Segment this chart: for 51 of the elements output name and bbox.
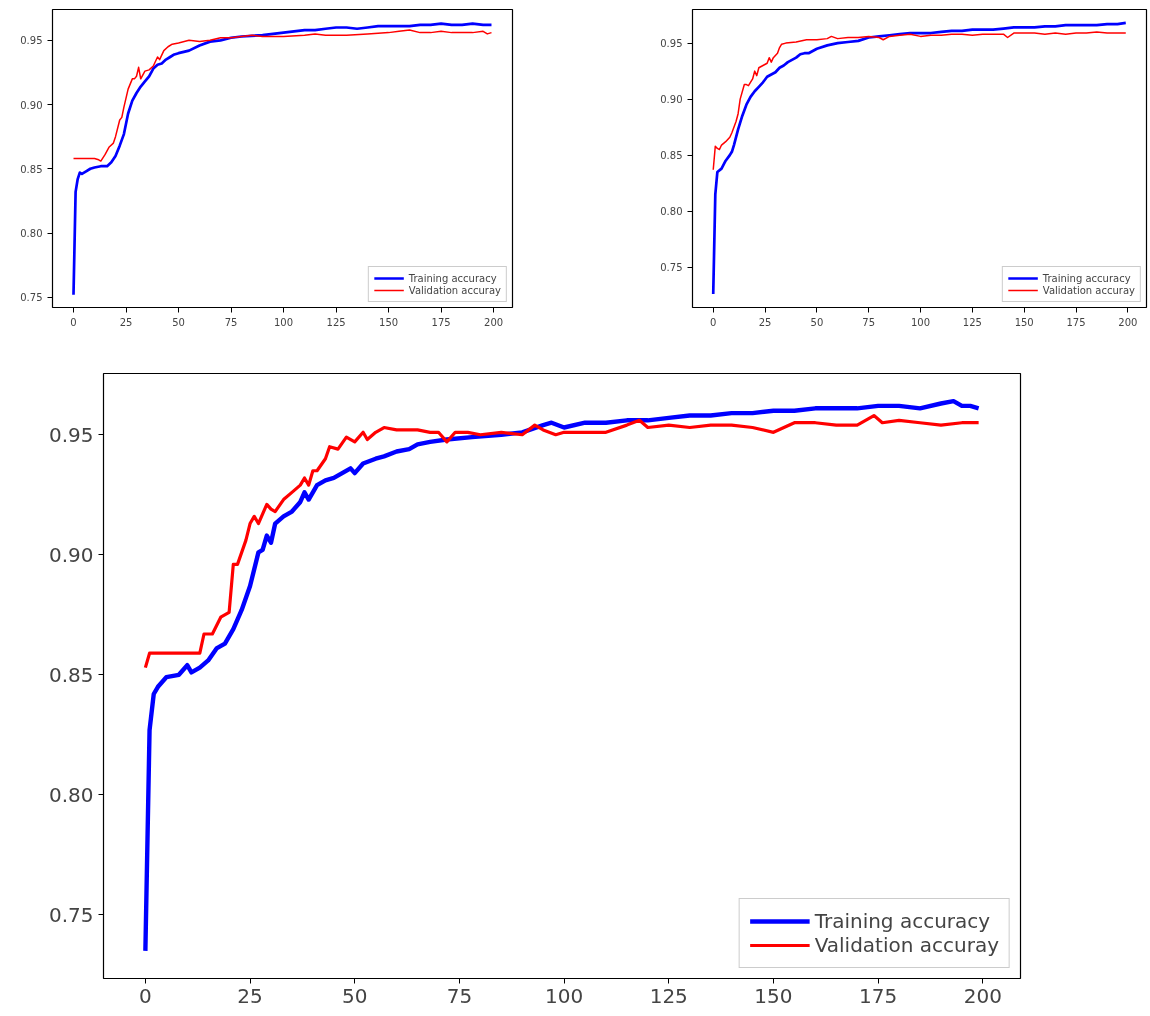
- legend-label: Validation accuray: [1042, 284, 1135, 296]
- y-tick-label: 0.95: [48, 422, 94, 447]
- x-tick-label: 150: [379, 316, 399, 328]
- x-tick-label: 0: [70, 316, 77, 328]
- y-tick-label: 0.90: [20, 99, 43, 111]
- y-tick-label: 0.95: [20, 35, 43, 47]
- x-tick-label: 25: [758, 316, 772, 328]
- x-tick-label: 50: [342, 983, 368, 1008]
- x-tick-label: 125: [326, 316, 346, 328]
- legend-label: Training accuracy: [408, 272, 497, 284]
- x-tick-label: 25: [119, 316, 133, 328]
- x-tick-label: 0: [139, 983, 152, 1008]
- x-tick-label: 75: [224, 316, 238, 328]
- x-tick-label: 125: [962, 316, 982, 328]
- y-tick-label: 0.80: [20, 228, 43, 239]
- y-tick-label: 0.80: [660, 206, 683, 218]
- y-tick-label: 0.85: [48, 662, 94, 687]
- x-tick-label: 100: [274, 316, 294, 328]
- x-tick-label: 50: [810, 316, 824, 328]
- x-tick-label: 200: [1118, 316, 1138, 328]
- x-tick-label: 75: [862, 316, 876, 328]
- legend-label: Training accuracy: [1042, 272, 1131, 284]
- y-tick-label: 0.75: [48, 902, 94, 927]
- x-tick-label: 200: [484, 316, 504, 328]
- y-tick-label: 0.95: [660, 38, 683, 50]
- x-tick-label: 75: [446, 983, 473, 1008]
- y-tick-label: 0.75: [660, 262, 683, 274]
- x-tick-label: 150: [1014, 316, 1034, 328]
- y-tick-label: 0.90: [660, 94, 683, 106]
- x-tick-label: 175: [859, 983, 898, 1008]
- line-series: [72, 29, 493, 162]
- x-tick-label: 175: [1066, 316, 1086, 328]
- x-tick-label: 25: [237, 983, 263, 1008]
- x-tick-label: 175: [431, 316, 451, 328]
- x-tick-label: 50: [172, 316, 185, 328]
- line-series: [712, 31, 1127, 171]
- y-tick-label: 0.75: [20, 292, 43, 304]
- legend-label: Validation accuray: [814, 933, 999, 957]
- x-tick-label: 100: [545, 983, 584, 1008]
- y-tick-label: 0.80: [48, 782, 94, 807]
- x-tick-label: 125: [649, 983, 688, 1008]
- legend-label: Training accuracy: [814, 909, 991, 933]
- legend-label: Validation accuray: [408, 284, 501, 296]
- y-tick-label: 0.85: [20, 163, 43, 175]
- x-tick-label: 200: [963, 983, 1002, 1008]
- x-tick-label: 0: [710, 316, 717, 328]
- y-tick-label: 0.90: [48, 542, 94, 567]
- y-tick-label: 0.85: [660, 150, 683, 162]
- x-tick-label: 100: [910, 316, 931, 328]
- line-series: [143, 413, 981, 670]
- x-tick-label: 150: [754, 983, 793, 1008]
